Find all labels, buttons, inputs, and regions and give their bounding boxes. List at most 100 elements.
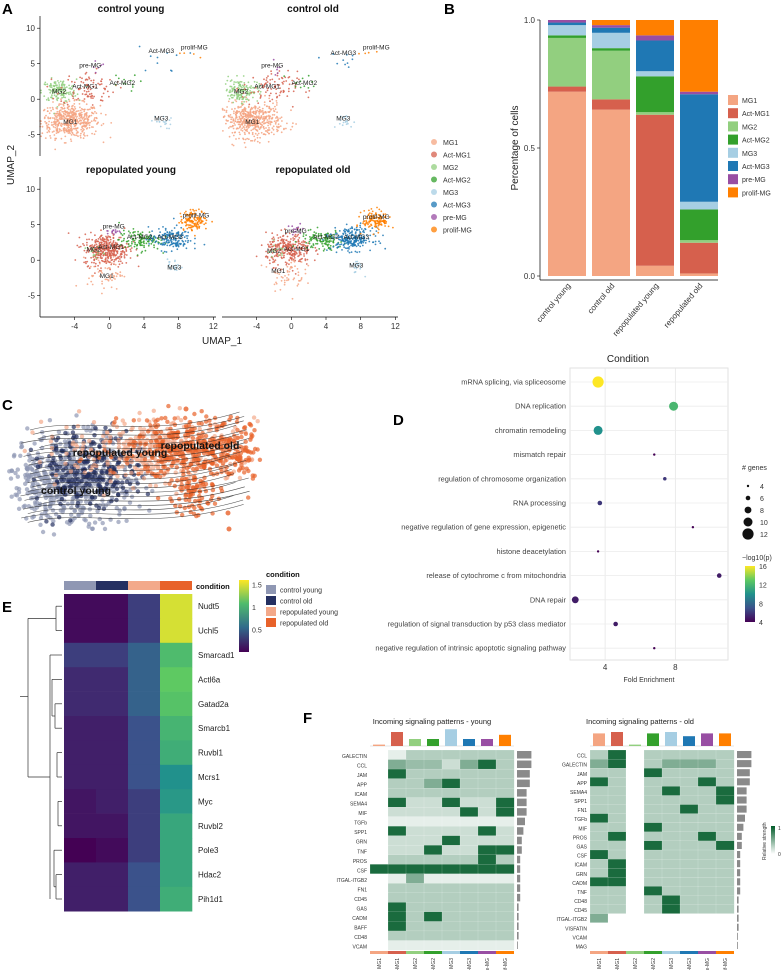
legend-swatch [728,174,738,185]
umap-cell [234,124,236,126]
velocity-cell [136,417,142,423]
umap-cell [246,98,249,101]
velocity-cell [50,522,55,527]
umap-cell [88,76,90,79]
velocity-cell [38,522,43,527]
umap-cell [76,119,78,122]
umap-cell [260,123,263,126]
umap-cell [60,106,63,109]
umap-cell [360,242,363,245]
umap-cell [203,243,206,246]
umap-cell [64,123,66,126]
umap-cell [364,242,367,244]
umap-cell [260,94,262,97]
umap-cell [275,100,278,102]
umap-cell [304,268,307,271]
umap-cell [88,267,91,270]
umap-cell [119,271,122,274]
umap-cell [189,240,192,242]
umap-cell [52,108,54,111]
umap-cell [114,231,117,233]
umap-cell [84,118,86,120]
umap-cell [258,106,261,109]
umap-cell [72,117,75,119]
umap-cell [177,231,180,234]
umap-cell [221,108,224,111]
umap-cell [295,123,297,125]
umap-cell [60,109,62,111]
velocity-cell [105,462,110,467]
umap-cell [104,240,107,243]
umap-cell [235,127,238,130]
velocity-cell [32,441,37,446]
umap-cell [145,242,148,245]
cluster-label: MG1 [245,119,259,126]
umap-cell [347,122,349,125]
velocity-cell [234,419,240,425]
umap-cell [256,81,258,84]
umap-cell [115,288,118,290]
umap-cell [91,107,94,110]
umap-cell [240,110,243,113]
umap-cell [60,86,63,89]
umap-cell [49,82,52,85]
umap-cell [286,265,289,268]
umap-cell [268,120,270,123]
velocity-cell [114,486,120,491]
umap-cell [56,126,58,128]
cluster-label: Act-MG1 [254,84,280,91]
umap-cell [273,114,276,116]
umap-cell [274,123,277,125]
umap-cell [119,258,121,260]
umap-cell [165,122,168,125]
umap-cell [351,226,353,228]
umap-cell [109,238,112,241]
umap-cell [49,137,52,139]
umap-cell [66,103,69,106]
umap-cell [79,76,81,79]
umap-cell [98,254,100,257]
velocity-cell [223,458,228,463]
umap-cell [247,138,250,141]
umap-cell [83,100,86,103]
umap-cell [91,238,94,241]
x-tick-label: 12 [391,322,400,331]
umap-cell [182,228,185,230]
umap-cell [70,140,73,143]
velocity-cell [17,497,22,502]
umap-cell [170,69,172,72]
umap-cell [266,115,268,117]
umap-cell [338,122,341,125]
umap-cell [101,95,103,98]
velocity-cell [109,499,114,504]
umap-cell [68,124,70,126]
umap-cell [281,120,283,122]
umap-cell [60,94,63,97]
umap-cell [56,119,59,122]
umap-cell [243,141,246,144]
umap-cell [176,243,179,246]
umap-cell [130,250,132,253]
umap-cell [347,230,349,233]
umap-cell [113,259,116,261]
velocity-cell [33,502,38,507]
umap-cell [240,81,243,83]
umap-cell [137,265,140,268]
umap-cell [123,255,126,257]
umap-cell [249,116,252,119]
umap-cell [113,233,115,236]
umap-cell [68,75,71,78]
cluster-label: Act-MG3 [343,234,369,241]
velocity-cell [251,415,257,420]
umap-cell [67,105,70,108]
umap-cell [85,71,88,74]
umap-cell [106,259,109,262]
umap-cell [110,286,113,289]
umap-cell [69,109,72,111]
umap-cell [303,255,305,257]
umap-cell [88,126,91,129]
umap-cell [241,96,244,98]
umap-cell [85,262,87,265]
umap-cell [377,224,380,227]
umap-cell [194,234,196,237]
